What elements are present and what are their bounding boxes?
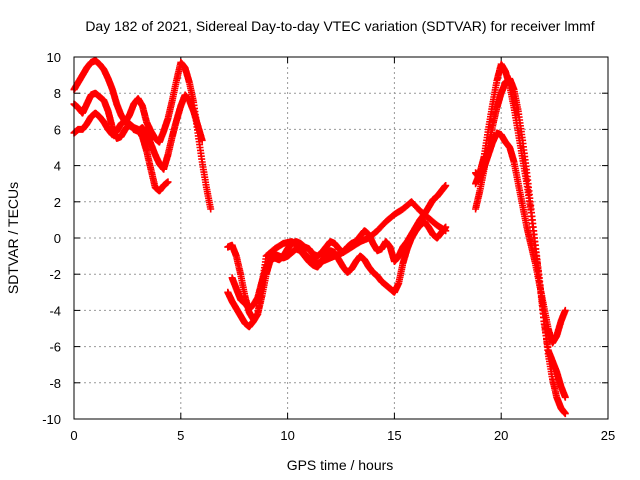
- x-axis-label: GPS time / hours: [287, 457, 394, 473]
- series-track-6: [224, 198, 450, 323]
- y-tick-label: -8: [49, 376, 61, 391]
- y-axis-label: SDTVAR / TECUs: [5, 182, 21, 294]
- x-tick-label: 25: [601, 428, 615, 443]
- series-track-9: [472, 129, 569, 347]
- x-tick-label: 15: [387, 428, 401, 443]
- y-tick-label: 0: [54, 231, 61, 246]
- chart-title: Day 182 of 2021, Sidereal Day-to-day VTE…: [85, 18, 594, 34]
- y-tick-label: 6: [54, 122, 61, 137]
- data-points: [70, 57, 569, 418]
- data-point-markers: [472, 129, 569, 347]
- y-tick-label: 2: [54, 195, 61, 210]
- y-tick-label: -2: [49, 267, 61, 282]
- y-tick-label: 10: [47, 50, 61, 65]
- y-tick-label: 4: [54, 159, 61, 174]
- axis-ticks: 0 5 10 15 20 25 -10 -8 -6 -4 -2 0 2 4 6 8 10: [42, 50, 615, 443]
- y-tick-label: -10: [42, 412, 61, 427]
- x-tick-label: 10: [280, 428, 294, 443]
- y-tick-label: 8: [54, 86, 61, 101]
- data-point-markers: [224, 198, 450, 323]
- x-tick-label: 20: [494, 428, 508, 443]
- y-tick-label: -6: [49, 340, 61, 355]
- x-tick-label: 5: [177, 428, 184, 443]
- grid-lines: [74, 57, 608, 419]
- plot-border: [73, 56, 609, 420]
- y-tick-label: -4: [49, 303, 61, 318]
- x-tick-label: 0: [70, 428, 77, 443]
